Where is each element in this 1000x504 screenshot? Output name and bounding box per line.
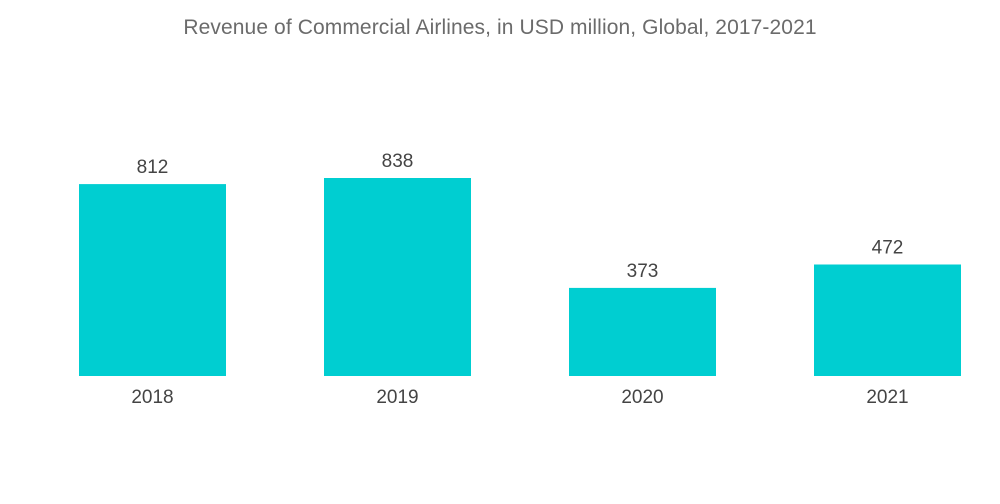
x-tick-label-2020: 2020 <box>621 387 663 408</box>
value-labels-layer: 812 838 373 472 <box>137 151 904 282</box>
x-tick-label-2018: 2018 <box>131 387 173 408</box>
value-label-2021: 472 <box>872 238 904 259</box>
bar-2020 <box>569 287 716 376</box>
x-tick-labels-layer: 2018 2019 2020 2021 <box>131 387 908 408</box>
value-label-2018: 812 <box>137 157 169 178</box>
x-tick-label-2019: 2019 <box>376 387 418 408</box>
bar-2019 <box>324 178 471 376</box>
value-label-2020: 373 <box>627 261 659 282</box>
value-label-2019: 838 <box>382 151 414 172</box>
bar-2021 <box>814 264 961 376</box>
x-tick-label-2021: 2021 <box>866 387 908 408</box>
chart-title: Revenue of Commercial Airlines, in USD m… <box>183 16 817 39</box>
bar-2018 <box>79 184 226 376</box>
bars-layer <box>79 178 961 376</box>
